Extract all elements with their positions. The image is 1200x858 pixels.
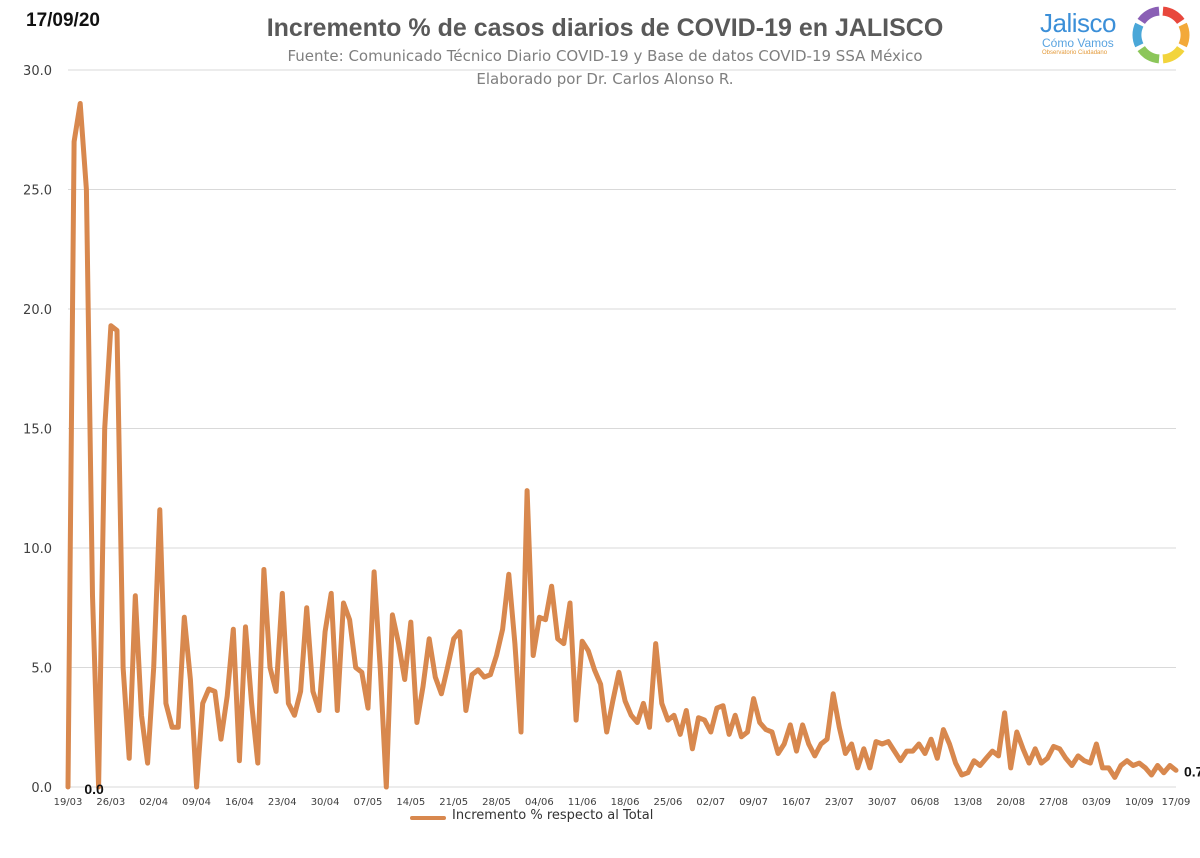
y-tick-label: 20.0 xyxy=(23,303,52,318)
x-tick-label: 09/07 xyxy=(739,797,768,808)
x-tick-label: 21/05 xyxy=(439,797,468,808)
x-tick-label: 26/03 xyxy=(96,797,125,808)
x-tick-label: 19/03 xyxy=(54,797,83,808)
x-tick-label: 14/05 xyxy=(396,797,425,808)
x-tick-label: 17/09 xyxy=(1162,797,1191,808)
x-tick-label: 04/06 xyxy=(525,797,554,808)
x-tick-label: 25/06 xyxy=(653,797,682,808)
logo-subtitle: Cómo Vamos xyxy=(1042,36,1114,50)
y-tick-label: 15.0 xyxy=(23,423,52,438)
x-tick-label: 16/07 xyxy=(782,797,811,808)
x-tick-label: 16/04 xyxy=(225,797,254,808)
y-tick-label: 5.0 xyxy=(31,662,52,677)
logo-ring-segment xyxy=(1178,22,1190,48)
data-label-first: 0.0 xyxy=(84,781,104,797)
y-tick-label: 30.0 xyxy=(23,64,52,79)
y-tick-label: 0.0 xyxy=(31,781,52,796)
x-tick-label: 03/09 xyxy=(1082,797,1111,808)
logo-wordmark: Jalisco xyxy=(1040,8,1116,38)
chart-author: Elaborado por Dr. Carlos Alonso R. xyxy=(476,70,734,88)
x-tick-label: 20/08 xyxy=(996,797,1025,808)
x-tick-label: 27/08 xyxy=(1039,797,1068,808)
chart-title: Incremento % de casos diarios de COVID-1… xyxy=(266,14,944,42)
logo-ring-segment xyxy=(1137,45,1160,64)
x-tick-label: 02/07 xyxy=(696,797,725,808)
x-tick-label: 28/05 xyxy=(482,797,511,808)
legend-swatch xyxy=(410,816,446,820)
x-tick-label: 06/08 xyxy=(911,797,940,808)
x-tick-label: 02/04 xyxy=(139,797,168,808)
jalisco-como-vamos-logo: Jalisco Cómo Vamos Observatorio Ciudadan… xyxy=(1036,6,1196,64)
logo-ring-segment xyxy=(1162,45,1185,64)
logo-ring-segment xyxy=(1132,22,1144,48)
x-tick-label: 07/05 xyxy=(354,797,383,808)
chart-source: Fuente: Comunicado Técnico Diario COVID-… xyxy=(287,47,923,65)
x-tick-label: 30/07 xyxy=(868,797,897,808)
series-line xyxy=(65,101,1179,790)
logo-ring-segment xyxy=(1137,6,1160,25)
data-label-last: 0.7 xyxy=(1184,763,1200,779)
logo-tagline: Observatorio Ciudadano xyxy=(1042,50,1108,56)
date-stamp: 17/09/20 xyxy=(26,10,100,31)
y-tick-label: 25.0 xyxy=(23,184,52,199)
x-tick-label: 09/04 xyxy=(182,797,211,808)
y-tick-label: 10.0 xyxy=(23,542,52,557)
x-tick-label: 23/04 xyxy=(268,797,297,808)
x-tick-label: 10/09 xyxy=(1125,797,1154,808)
x-tick-label: 30/04 xyxy=(311,797,340,808)
x-tick-label: 23/07 xyxy=(825,797,854,808)
x-tick-label: 18/06 xyxy=(611,797,640,808)
x-tick-label: 13/08 xyxy=(953,797,982,808)
logo-ring-icon xyxy=(1132,6,1190,64)
legend-label: Incremento % respecto al Total xyxy=(452,808,654,823)
x-tick-label: 11/06 xyxy=(568,797,597,808)
logo-ring-segment xyxy=(1162,6,1185,25)
